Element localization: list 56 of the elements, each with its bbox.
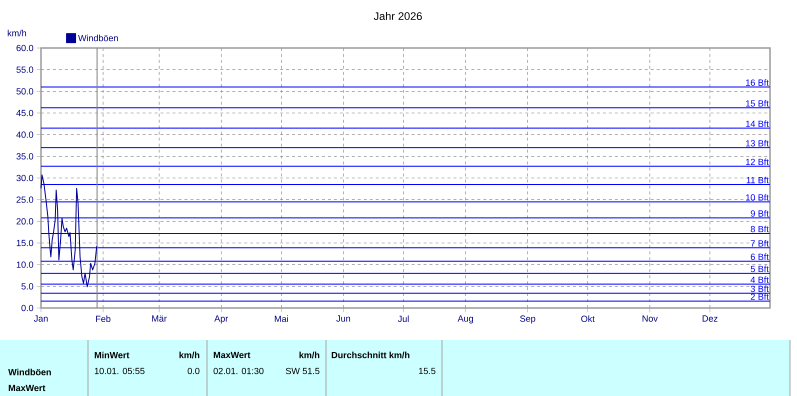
text: SW 51.5 [286, 368, 320, 374]
y-tick-label: 55.0 [16, 66, 34, 73]
y-axis-title: km/h [8, 30, 26, 36]
ref-line-label: 15 Bft [746, 100, 769, 107]
text: Windböen [8, 368, 51, 376]
y-tick-label: 35.0 [16, 153, 34, 160]
x-tick-label: Feb [96, 315, 110, 322]
text: Durchschnitt km/h [332, 352, 410, 358]
ref-line-label: 4 Bft [750, 276, 769, 283]
ref-line-label: 12 Bft [746, 158, 769, 166]
text: 0.0 [188, 368, 200, 374]
text: MaxWert [214, 352, 250, 358]
x-tick-label: Apr [214, 315, 228, 324]
ref-line-label: 14 Bft [746, 120, 769, 127]
ref-line-label: 3 Bft [750, 285, 769, 292]
x-tick-label: Mai [274, 315, 288, 322]
x-tick-label: Jun [336, 315, 350, 322]
y-tick-label: 10.0 [16, 261, 34, 268]
x-tick-label: Nov [642, 315, 658, 322]
ref-line-label: 6 Bft [750, 253, 769, 260]
ref-line-label: 9 Bft [750, 210, 769, 217]
chart-title: Jahr 2026 [374, 12, 422, 20]
text: MaxWert [8, 384, 46, 392]
y-tick-label: 60.0 [16, 44, 34, 52]
x-tick-label: Okt [581, 315, 595, 322]
ref-line-label: 13 Bft [746, 140, 769, 146]
x-tick-label: Mär [152, 315, 167, 322]
text: 02.01. 01:30 [214, 368, 264, 374]
ref-line-label: 7 Bft [750, 240, 769, 247]
ref-line-label: 5 Bft [750, 266, 769, 272]
y-tick-label: 15.0 [16, 240, 34, 246]
ref-line-label: 10 Bft [746, 194, 769, 201]
legend-label: Windböen [78, 34, 118, 42]
ref-line-label: 8 Bft [750, 226, 769, 232]
text: km/h [180, 352, 200, 358]
x-tick-label: Jan [34, 315, 48, 322]
text: MinWert [94, 352, 130, 358]
y-tick-label: 45.0 [16, 110, 34, 116]
x-tick-label: Aug [458, 315, 473, 324]
ref-line-label: 16 Bft [746, 79, 769, 86]
text: 15.5 [419, 368, 436, 374]
text: 10.01. 05:55 [94, 368, 144, 374]
text: km/h [300, 352, 320, 358]
y-tick-label: 30.0 [16, 174, 34, 182]
y-tick-label: 25.0 [16, 196, 34, 203]
line-series [40, 174, 98, 288]
y-tick-label: 0.0 [21, 304, 34, 312]
y-tick-label: 50.0 [16, 88, 34, 95]
y-tick-label: 20.0 [16, 218, 34, 225]
y-tick-label: 5.0 [21, 283, 34, 290]
y-tick-label: 40.0 [16, 131, 34, 138]
ref-line-label: 11 Bft [746, 176, 769, 184]
x-tick-label: Sep [520, 315, 536, 324]
x-tick-label: Jul [398, 315, 409, 322]
x-tick-label: Dez [702, 315, 718, 322]
ref-line-label: 2 Bft [750, 293, 769, 300]
